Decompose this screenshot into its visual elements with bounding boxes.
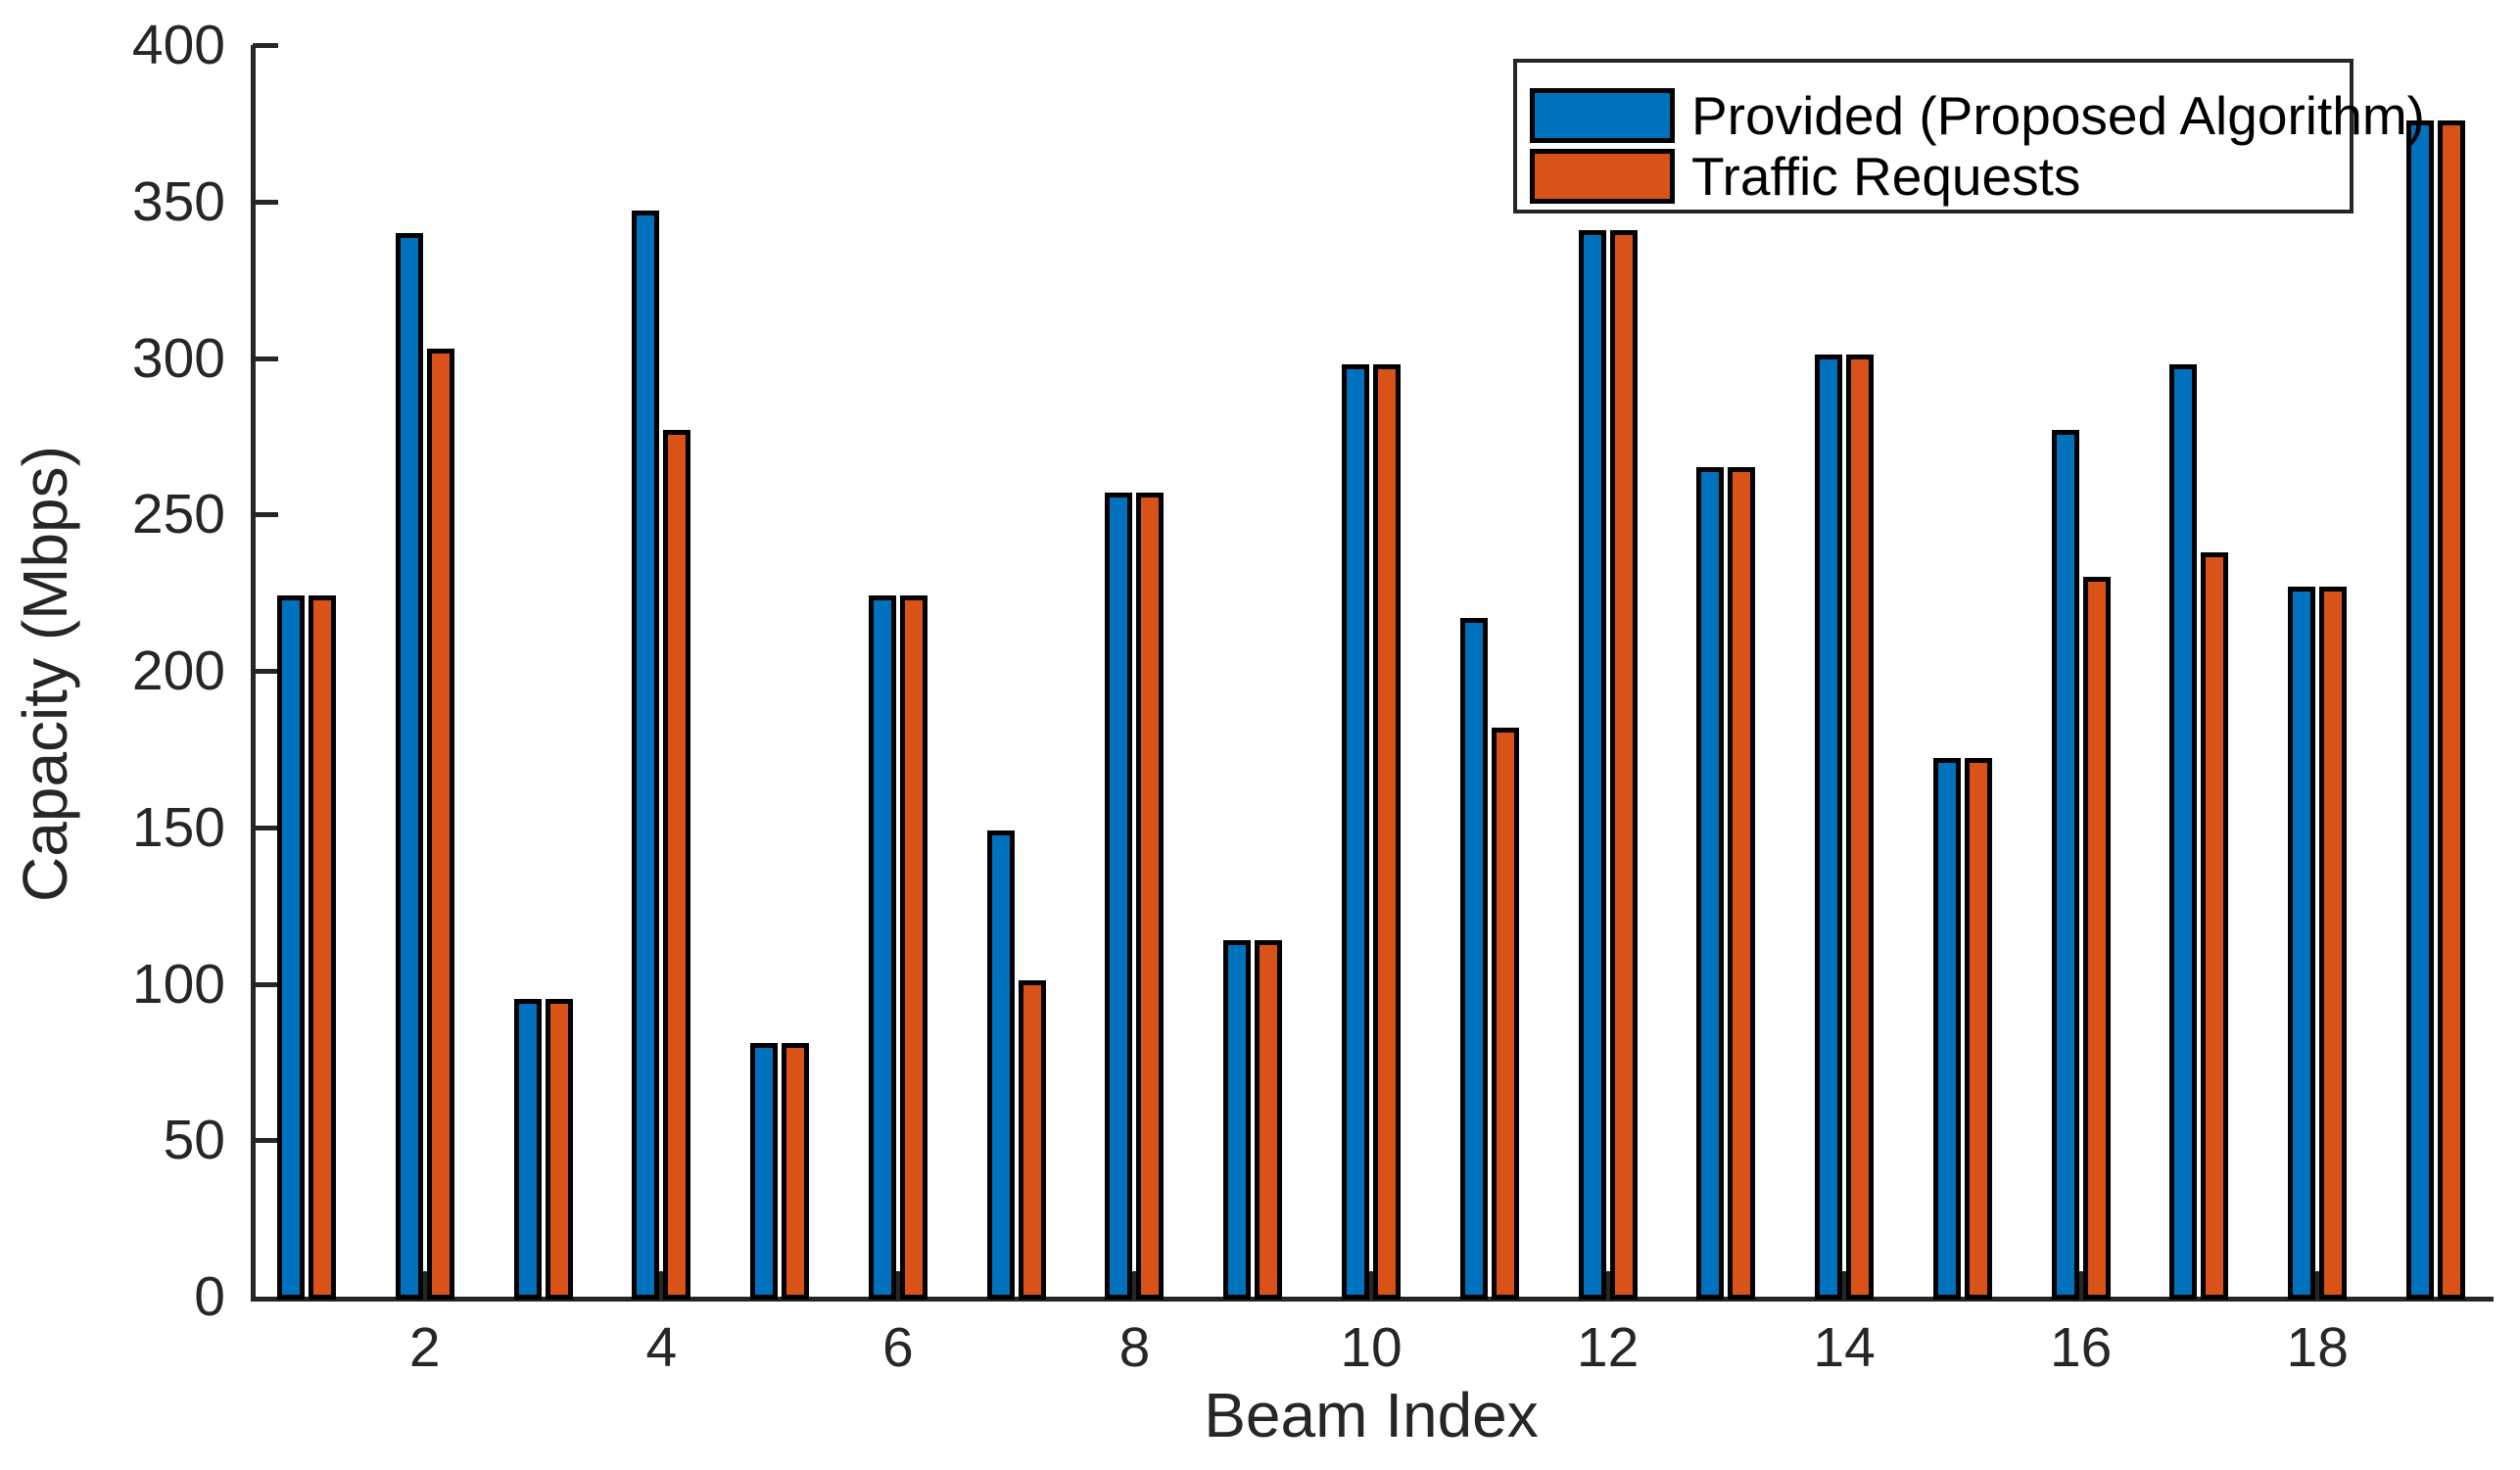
bar-provided-18 bbox=[2288, 586, 2316, 1300]
bar-provided-4 bbox=[632, 211, 660, 1300]
y-tick-label-350: 350 bbox=[131, 169, 225, 233]
y-tick-label-300: 300 bbox=[131, 326, 225, 390]
bar-requests-4 bbox=[663, 429, 691, 1300]
legend-swatch-provided-icon bbox=[1530, 88, 1675, 143]
x-tick-14 bbox=[1842, 1271, 1848, 1297]
legend-label-provided: Provided (Proposed Algorithm) bbox=[1691, 85, 2425, 146]
bar-provided-11 bbox=[1459, 617, 1488, 1300]
bar-provided-2 bbox=[395, 232, 423, 1300]
bar-provided-5 bbox=[750, 1043, 779, 1300]
y-tick-label-150: 150 bbox=[131, 795, 225, 859]
bar-provided-19 bbox=[2406, 119, 2435, 1300]
y-tick-150 bbox=[253, 825, 278, 830]
bar-requests-12 bbox=[1609, 229, 1638, 1300]
y-tick-label-400: 400 bbox=[131, 14, 225, 76]
x-tick-label-2: 2 bbox=[408, 1316, 441, 1379]
x-axis-title: Beam Index bbox=[1204, 1380, 1539, 1450]
bar-requests-8 bbox=[1136, 492, 1165, 1300]
legend-entry-provided: Provided (Proposed Algorithm) bbox=[1517, 85, 2425, 146]
x-tick-label-8: 8 bbox=[1118, 1316, 1151, 1379]
x-tick-8 bbox=[1132, 1271, 1138, 1297]
bar-requests-5 bbox=[782, 1043, 810, 1300]
y-tick-400 bbox=[253, 43, 278, 48]
y-tick-300 bbox=[253, 356, 278, 361]
x-tick-label-18: 18 bbox=[2286, 1316, 2349, 1379]
y-tick-50 bbox=[253, 1138, 278, 1144]
x-tick-6 bbox=[895, 1271, 901, 1297]
y-tick-250 bbox=[253, 512, 278, 518]
x-tick-18 bbox=[2315, 1271, 2321, 1297]
bar-requests-13 bbox=[1728, 467, 1756, 1300]
y-tick-200 bbox=[253, 669, 278, 674]
bar-provided-13 bbox=[1696, 467, 1725, 1300]
bar-provided-1 bbox=[277, 595, 305, 1300]
bar-requests-7 bbox=[1018, 980, 1046, 1300]
y-tick-label-200: 200 bbox=[131, 640, 225, 702]
bar-provided-12 bbox=[1578, 229, 1606, 1300]
bar-provided-10 bbox=[1342, 363, 1370, 1300]
x-tick-2 bbox=[422, 1271, 428, 1297]
x-tick-10 bbox=[1369, 1271, 1375, 1297]
bar-provided-7 bbox=[986, 830, 1015, 1300]
x-tick-label-14: 14 bbox=[1813, 1316, 1876, 1379]
x-tick-label-12: 12 bbox=[1576, 1316, 1640, 1379]
bar-provided-14 bbox=[1815, 355, 1843, 1300]
bar-provided-17 bbox=[2169, 363, 2198, 1300]
x-tick-label-6: 6 bbox=[882, 1316, 914, 1379]
x-tick-label-10: 10 bbox=[1340, 1316, 1403, 1379]
legend-swatch-requests-icon bbox=[1530, 149, 1675, 204]
x-axis-line bbox=[251, 1297, 2494, 1302]
bar-requests-14 bbox=[1846, 355, 1875, 1300]
bar-requests-19 bbox=[2438, 119, 2466, 1300]
bar-requests-10 bbox=[1373, 363, 1402, 1300]
x-tick-16 bbox=[2078, 1271, 2084, 1297]
y-tick-label-250: 250 bbox=[131, 483, 225, 546]
bar-requests-18 bbox=[2319, 586, 2348, 1300]
y-tick-350 bbox=[253, 199, 278, 205]
bar-provided-16 bbox=[2051, 429, 2079, 1300]
bar-requests-17 bbox=[2201, 551, 2229, 1300]
bar-provided-15 bbox=[1932, 758, 1961, 1300]
bar-requests-1 bbox=[309, 595, 336, 1300]
bar-requests-9 bbox=[1255, 939, 1283, 1300]
bar-provided-8 bbox=[1105, 492, 1133, 1300]
bar-requests-3 bbox=[545, 999, 573, 1300]
y-axis-title: Capacity (Mbps) bbox=[10, 446, 80, 902]
bar-requests-2 bbox=[426, 348, 454, 1300]
x-tick-4 bbox=[659, 1271, 665, 1297]
legend-entry-requests: Traffic Requests bbox=[1517, 146, 2350, 207]
y-tick-label-50: 50 bbox=[163, 1109, 225, 1172]
bar-requests-11 bbox=[1491, 727, 1519, 1300]
x-tick-12 bbox=[1605, 1271, 1611, 1297]
legend-label-requests: Traffic Requests bbox=[1691, 146, 2081, 207]
legend-box: Provided (Proposed Algorithm) Traffic Re… bbox=[1513, 59, 2425, 213]
y-tick-label-100: 100 bbox=[131, 952, 225, 1016]
bar-provided-3 bbox=[513, 999, 542, 1300]
bar-provided-6 bbox=[868, 595, 896, 1300]
bar-provided-9 bbox=[1223, 939, 1252, 1300]
y-tick-100 bbox=[253, 981, 278, 987]
bar-requests-6 bbox=[899, 595, 927, 1300]
x-tick-label-4: 4 bbox=[645, 1316, 678, 1379]
x-tick-label-16: 16 bbox=[2049, 1316, 2113, 1379]
bar-requests-16 bbox=[2082, 577, 2111, 1300]
bar-requests-15 bbox=[1964, 758, 1992, 1300]
y-tick-label-0: 0 bbox=[194, 1265, 225, 1328]
